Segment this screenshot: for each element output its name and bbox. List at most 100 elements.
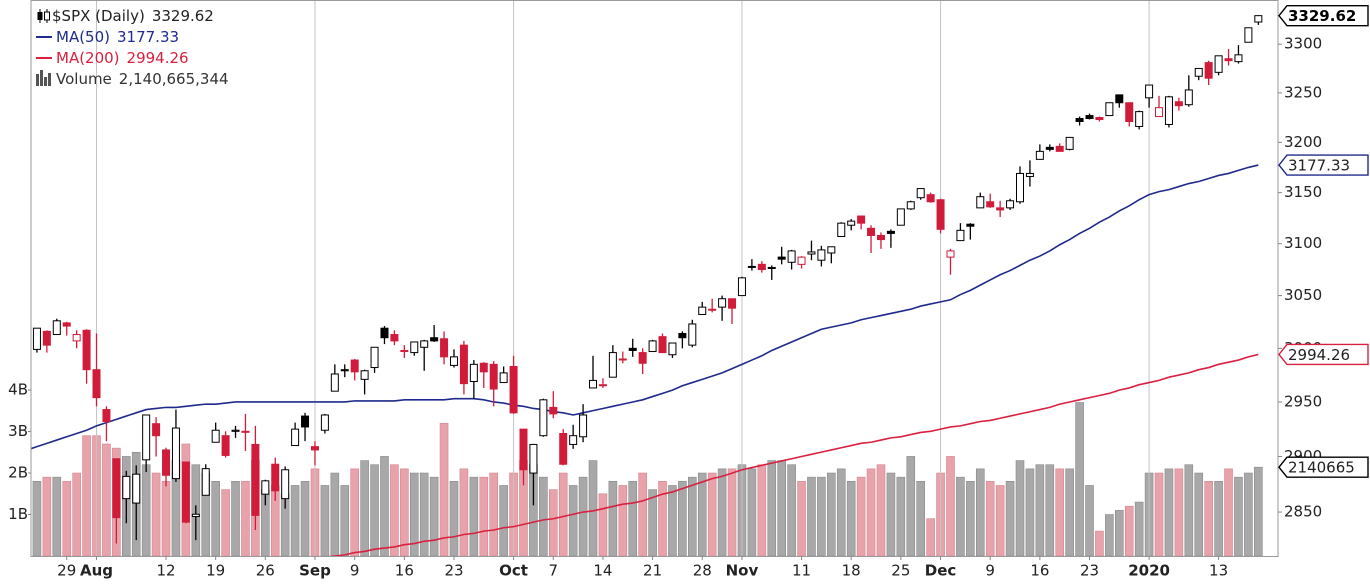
volume-bar	[787, 464, 796, 556]
volume-bar	[578, 476, 588, 556]
candle-body	[310, 446, 319, 451]
volume-bar	[1214, 481, 1223, 556]
candle-body	[787, 250, 796, 263]
volume-bar	[618, 485, 628, 556]
volume-bar	[767, 460, 777, 556]
volume-bar	[697, 472, 707, 556]
volume-bar	[946, 456, 955, 556]
candle-body	[886, 230, 895, 234]
candle-body	[926, 194, 935, 203]
candle-body	[698, 306, 707, 315]
candle-body	[1075, 118, 1084, 123]
legend-ma200-name: MA(200)	[56, 49, 120, 67]
y-tick-label: 2850	[1284, 503, 1322, 521]
candle-body	[1135, 111, 1144, 127]
volume-bar	[688, 476, 697, 556]
y-tick-label: 2950	[1284, 392, 1322, 410]
volume-bar	[1174, 468, 1184, 556]
candle-body	[152, 423, 161, 437]
volume-bar	[707, 472, 717, 556]
candle-body	[291, 428, 300, 447]
candle-body	[1065, 136, 1074, 150]
candle-body	[92, 369, 101, 399]
y-tick-label: 3050	[1284, 286, 1322, 304]
candle-body	[966, 223, 975, 227]
volume-bar	[211, 481, 220, 556]
x-tick-label: 25	[891, 562, 910, 580]
candle-body	[598, 384, 607, 387]
x-tick-label: 23	[1080, 562, 1099, 580]
volume-bar	[1184, 464, 1194, 556]
candle-body	[539, 399, 548, 437]
candle-body	[479, 362, 488, 373]
volume-bar	[449, 481, 459, 556]
candle-body	[320, 414, 329, 431]
candle-body	[1115, 94, 1124, 104]
volume-bar	[926, 518, 935, 556]
volume-bar	[757, 464, 767, 556]
candle-body	[1194, 67, 1203, 77]
volume-bar	[638, 472, 647, 556]
volume-bar	[1224, 468, 1233, 556]
volume-bar	[1055, 468, 1065, 556]
candle-body	[420, 340, 429, 348]
volume-bar	[1115, 510, 1124, 556]
candle-body	[489, 363, 498, 390]
candle-body	[1105, 102, 1114, 117]
x-tick-label: 16	[395, 562, 414, 580]
candle-body	[896, 208, 905, 226]
candle-body	[221, 435, 230, 456]
volume-bar	[1105, 514, 1114, 556]
legend-ma50-name: MA(50)	[56, 28, 110, 46]
candle-body	[857, 215, 866, 224]
candle-body	[340, 369, 349, 372]
candle-body	[579, 414, 588, 438]
legend-ma50-value: 3177.33	[117, 28, 179, 46]
candle-body	[916, 188, 925, 199]
candle-body	[449, 356, 458, 366]
candle-body	[380, 327, 389, 339]
volume-tick-label: 3B	[8, 422, 28, 440]
volume-bar	[906, 456, 916, 556]
candle-body	[519, 428, 528, 471]
candle-body	[638, 352, 647, 364]
candle-body	[1125, 102, 1134, 123]
volume-bar	[539, 476, 548, 556]
candle-body	[62, 322, 71, 327]
x-tick-label: 12	[156, 562, 175, 580]
legend-ma200: MA(200) 2994.26	[56, 49, 189, 67]
volume-bar	[1065, 468, 1074, 556]
volume-bar	[380, 456, 389, 556]
x-tick-label: Dec	[925, 562, 957, 580]
candle-body	[1214, 55, 1223, 73]
candle-body	[1016, 172, 1024, 203]
x-tick-label: 14	[593, 562, 612, 580]
candle-body	[678, 332, 687, 339]
volume-bar	[390, 464, 399, 556]
volume-bar	[300, 481, 310, 556]
candle-body	[281, 469, 290, 500]
x-tick-label: 23	[444, 562, 463, 580]
candle-body	[499, 372, 508, 384]
candle-body	[1025, 172, 1034, 177]
volume-bar	[856, 476, 866, 556]
moving-average-line	[31, 164, 1259, 450]
candle-body	[1045, 146, 1054, 150]
candle-body	[440, 338, 449, 358]
candle-body	[876, 234, 885, 241]
x-tick-label: Oct	[499, 562, 528, 580]
y-tick-label: 3200	[1284, 133, 1322, 151]
volume-bar	[658, 481, 667, 556]
volume-bar	[1005, 481, 1015, 556]
volume-bar	[975, 468, 985, 556]
candle-body	[976, 196, 985, 209]
x-tick-label: Aug	[80, 562, 113, 580]
candle-body	[301, 415, 310, 428]
volume-bar	[548, 489, 558, 556]
candle-body	[261, 480, 270, 495]
volume-bar	[747, 468, 757, 556]
value-tag	[1278, 4, 1369, 27]
volume-bar	[807, 476, 816, 556]
legend-price-value: 3329.62	[152, 7, 214, 25]
candle-body	[668, 342, 677, 356]
